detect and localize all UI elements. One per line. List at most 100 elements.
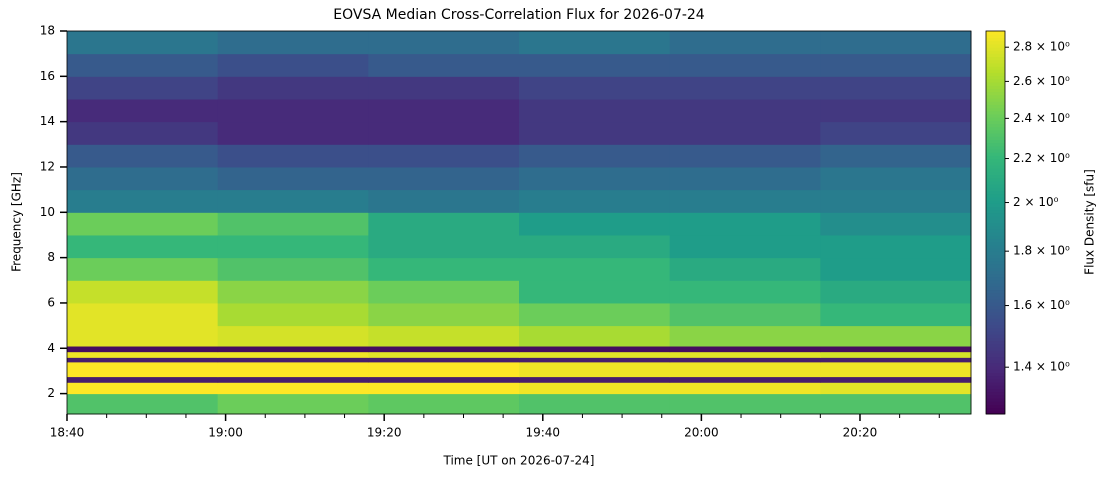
heatmap-cell bbox=[67, 302, 219, 327]
heatmap-cell bbox=[669, 280, 821, 304]
heatmap-cell bbox=[217, 280, 369, 304]
y-tick-label: 4 bbox=[47, 341, 55, 355]
heatmap-cell bbox=[820, 280, 972, 304]
heatmap-cell bbox=[820, 166, 972, 191]
heatmap-cell bbox=[669, 357, 821, 363]
heatmap-cell bbox=[217, 53, 369, 77]
heatmap-cell bbox=[669, 257, 821, 281]
heatmap-cell bbox=[217, 382, 369, 395]
heatmap-cell bbox=[67, 31, 219, 55]
heatmap-cell bbox=[519, 212, 671, 236]
heatmap-cell bbox=[217, 31, 369, 55]
heatmap-cell bbox=[669, 351, 821, 358]
heatmap-cell bbox=[820, 361, 972, 378]
heatmap-cell bbox=[669, 393, 821, 415]
heatmap-cell bbox=[519, 376, 671, 383]
heatmap-cell bbox=[67, 357, 219, 363]
heatmap-cell bbox=[217, 325, 369, 347]
heatmap-cell bbox=[368, 234, 520, 259]
heatmap bbox=[67, 31, 972, 415]
colorbar-tick-label: 1.6 × 10⁰ bbox=[1013, 298, 1070, 312]
heatmap-cell bbox=[669, 98, 821, 123]
heatmap-cell bbox=[67, 325, 219, 347]
heatmap-cell bbox=[669, 121, 821, 145]
heatmap-cell bbox=[519, 166, 671, 191]
heatmap-cell bbox=[67, 234, 219, 259]
heatmap-cell bbox=[519, 189, 671, 213]
heatmap-cell bbox=[368, 302, 520, 327]
colorbar-tick-label: 2.2 × 10⁰ bbox=[1013, 151, 1070, 165]
heatmap-cell bbox=[820, 257, 972, 281]
heatmap-cell bbox=[519, 357, 671, 363]
x-tick-label: 19:20 bbox=[367, 426, 402, 440]
heatmap-cell bbox=[217, 212, 369, 236]
heatmap-cell bbox=[519, 280, 671, 304]
heatmap-cell bbox=[669, 76, 821, 100]
axes: 2 4 6 8 10 12 14 16 18 18:40 19:00 19:20 19:40 20:00 2… bbox=[40, 24, 972, 440]
y-tick-label: 12 bbox=[40, 159, 55, 173]
heatmap-cell bbox=[217, 144, 369, 168]
heatmap-cell bbox=[669, 382, 821, 395]
heatmap-cell bbox=[519, 76, 671, 100]
heatmap-cell bbox=[519, 346, 671, 353]
heatmap-cell bbox=[217, 166, 369, 191]
heatmap-cell bbox=[820, 382, 972, 395]
heatmap-cell bbox=[67, 382, 219, 395]
x-tick-label: 18:40 bbox=[50, 426, 85, 440]
heatmap-cell bbox=[217, 302, 369, 327]
heatmap-cell bbox=[519, 234, 671, 259]
heatmap-cell bbox=[217, 234, 369, 259]
heatmap-cell bbox=[368, 76, 520, 100]
colorbar-tick-label: 2.4 × 10⁰ bbox=[1013, 111, 1070, 125]
heatmap-cell bbox=[519, 144, 671, 168]
heatmap-cell bbox=[368, 357, 520, 363]
heatmap-cell bbox=[519, 302, 671, 327]
heatmap-cell bbox=[368, 189, 520, 213]
heatmap-cell bbox=[67, 212, 219, 236]
heatmap-cell bbox=[67, 76, 219, 100]
heatmap-cell bbox=[67, 53, 219, 77]
heatmap-cell bbox=[67, 257, 219, 281]
heatmap-cell bbox=[820, 357, 972, 363]
heatmap-cell bbox=[820, 53, 972, 77]
heatmap-cell bbox=[519, 382, 671, 395]
chart-title: EOVSA Median Cross-Correlation Flux for … bbox=[333, 7, 705, 23]
heatmap-cell bbox=[519, 325, 671, 347]
heatmap-cell bbox=[820, 121, 972, 145]
heatmap-cell bbox=[368, 212, 520, 236]
heatmap-cell bbox=[669, 361, 821, 378]
colorbar-tick-label: 2 × 10⁰ bbox=[1013, 195, 1059, 209]
heatmap-cell bbox=[368, 346, 520, 353]
heatmap-cell bbox=[519, 361, 671, 378]
heatmap-cell bbox=[217, 351, 369, 358]
heatmap-cell bbox=[519, 31, 671, 55]
heatmap-cell bbox=[67, 166, 219, 191]
heatmap-cell bbox=[67, 361, 219, 378]
heatmap-cell bbox=[519, 121, 671, 145]
heatmap-cell bbox=[820, 346, 972, 353]
heatmap-cell bbox=[820, 302, 972, 327]
heatmap-cell bbox=[519, 351, 671, 358]
colorbar-tick-label: 2.8 × 10⁰ bbox=[1013, 40, 1070, 54]
heatmap-cell bbox=[368, 361, 520, 378]
heatmap-cell bbox=[519, 393, 671, 415]
x-tick-label: 20:20 bbox=[843, 426, 878, 440]
heatmap-cell bbox=[368, 31, 520, 55]
heatmap-cell bbox=[669, 53, 821, 77]
heatmap-cell bbox=[820, 351, 972, 358]
colorbar: 1.4 × 10⁰ 1.6 × 10⁰ 1.8 × 10⁰ 2 × 10⁰ 2.2 × … bbox=[985, 30, 1070, 415]
heatmap-cell bbox=[217, 393, 369, 415]
x-tick-label: 20:00 bbox=[684, 426, 719, 440]
heatmap-cell bbox=[217, 98, 369, 123]
heatmap-cell bbox=[368, 325, 520, 347]
heatmap-cell bbox=[368, 53, 520, 77]
y-tick-label: 2 bbox=[47, 386, 55, 400]
heatmap-cell bbox=[820, 76, 972, 100]
heatmap-cell bbox=[368, 280, 520, 304]
heatmap-cell bbox=[669, 31, 821, 55]
heatmap-cell bbox=[519, 257, 671, 281]
heatmap-cell bbox=[669, 325, 821, 347]
heatmap-cell bbox=[820, 325, 972, 347]
heatmap-cell bbox=[67, 346, 219, 353]
colorbar-label: Flux Density [sfu] bbox=[1083, 169, 1097, 275]
